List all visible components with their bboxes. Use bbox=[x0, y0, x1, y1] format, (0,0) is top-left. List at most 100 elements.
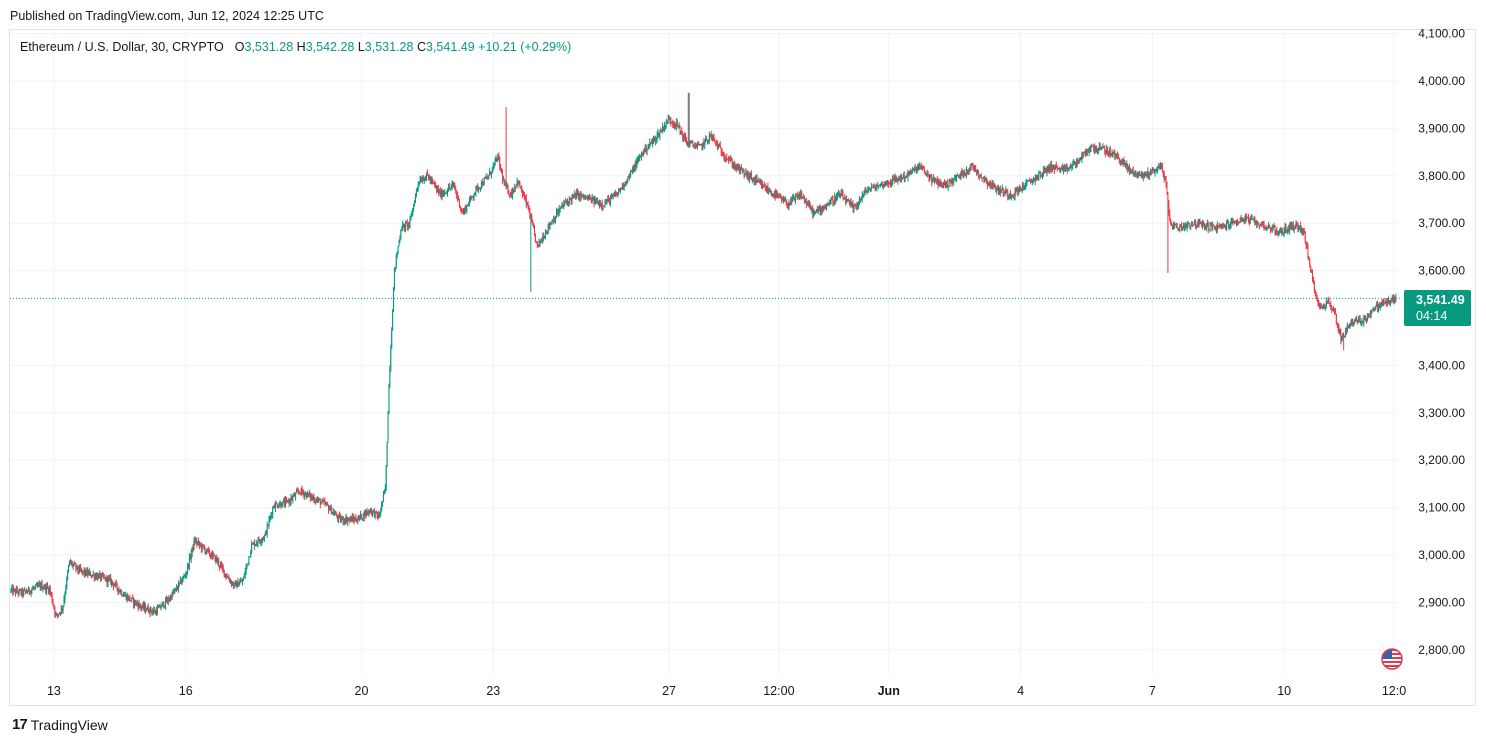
candle-body bbox=[658, 132, 660, 137]
candle-body bbox=[166, 599, 168, 603]
candle-body bbox=[338, 515, 340, 520]
candle-body bbox=[1150, 170, 1152, 172]
candle-body bbox=[1378, 303, 1380, 308]
candle-body bbox=[1083, 152, 1085, 156]
candle-body bbox=[1361, 322, 1363, 324]
candle-body bbox=[1347, 324, 1349, 327]
candle-body bbox=[167, 598, 169, 602]
candle-body bbox=[1312, 272, 1314, 278]
candle-body bbox=[901, 177, 903, 180]
candle-body bbox=[1103, 146, 1105, 148]
candle-body bbox=[1366, 319, 1368, 321]
candle-body bbox=[1011, 195, 1013, 197]
candle-body bbox=[992, 183, 994, 187]
candle-body bbox=[1219, 226, 1221, 228]
candle-body bbox=[1352, 319, 1354, 325]
candle-body bbox=[1388, 300, 1390, 303]
candle-body bbox=[165, 599, 167, 607]
candle-body bbox=[1252, 218, 1254, 220]
candle-body bbox=[620, 188, 622, 192]
candles bbox=[10, 92, 1397, 619]
candle-body bbox=[375, 511, 377, 513]
candle-body bbox=[132, 597, 134, 599]
candle-body bbox=[805, 201, 807, 205]
candle-body bbox=[548, 224, 550, 227]
candle-body bbox=[720, 148, 722, 153]
candle-body bbox=[29, 592, 31, 594]
candle-body bbox=[130, 600, 132, 602]
candle-body bbox=[933, 177, 935, 179]
candle-body bbox=[360, 513, 362, 518]
candle-body bbox=[87, 570, 89, 575]
candle-body bbox=[826, 204, 828, 206]
time-tick-label: 20 bbox=[355, 684, 369, 698]
candle-body bbox=[1191, 222, 1193, 226]
candle-body bbox=[1134, 170, 1136, 173]
candle-body bbox=[657, 132, 659, 136]
candle-body bbox=[1372, 309, 1374, 311]
candle-body bbox=[111, 580, 113, 584]
tradingview-logo[interactable]: 17 TradingView bbox=[12, 716, 108, 733]
candle-body bbox=[34, 587, 36, 589]
candle-body bbox=[180, 579, 182, 584]
candle-body bbox=[999, 189, 1001, 193]
candle-body bbox=[1031, 181, 1033, 183]
candle-body bbox=[315, 500, 317, 502]
candle-body bbox=[767, 186, 769, 192]
candle-body bbox=[349, 518, 351, 520]
price-tick-label: 3,200.00 bbox=[1418, 453, 1465, 467]
candle-body bbox=[518, 182, 520, 185]
candle-body bbox=[843, 198, 845, 200]
candle-body bbox=[962, 172, 964, 175]
candle-body bbox=[497, 155, 499, 161]
candle-body bbox=[176, 587, 178, 590]
candle-body bbox=[299, 492, 301, 494]
candle-body bbox=[523, 194, 525, 196]
candle-body bbox=[1074, 161, 1076, 165]
candle-body bbox=[1117, 155, 1119, 157]
candle-body bbox=[333, 511, 335, 515]
candle-body bbox=[634, 163, 636, 169]
candle-body bbox=[1272, 225, 1274, 227]
candle-body bbox=[439, 190, 441, 197]
candle-body bbox=[1383, 300, 1385, 302]
candle-body bbox=[892, 178, 894, 180]
candle-body bbox=[1136, 173, 1138, 177]
candle-body bbox=[991, 183, 993, 187]
candle-body bbox=[1318, 304, 1320, 306]
candle-body bbox=[116, 583, 118, 589]
candle-body bbox=[1389, 300, 1391, 305]
candle-body bbox=[853, 205, 855, 211]
candle-body bbox=[528, 208, 530, 212]
candle-body bbox=[22, 589, 24, 595]
candle-body bbox=[895, 177, 897, 181]
candle-body bbox=[475, 187, 477, 193]
candle-body bbox=[73, 563, 75, 565]
candle-body bbox=[812, 208, 814, 215]
candle-body bbox=[10, 589, 12, 591]
candle-body bbox=[1153, 169, 1155, 174]
candle-body bbox=[283, 500, 285, 502]
candle-body bbox=[1200, 222, 1202, 224]
chart-grid bbox=[10, 30, 1398, 675]
candle-body bbox=[1278, 230, 1280, 235]
candle-body bbox=[656, 135, 658, 140]
candle-body bbox=[1210, 223, 1212, 225]
candle-body bbox=[1085, 152, 1087, 156]
candle-body bbox=[1024, 186, 1026, 189]
candle-body bbox=[67, 571, 69, 578]
candle-body bbox=[350, 517, 352, 520]
candle-body bbox=[552, 221, 554, 223]
candle-body bbox=[1217, 225, 1219, 227]
candle-body bbox=[203, 546, 205, 549]
candle-body bbox=[844, 198, 846, 200]
candle-body bbox=[652, 141, 654, 144]
candle-body bbox=[25, 591, 27, 593]
candle-body bbox=[506, 186, 508, 188]
candle-body bbox=[401, 229, 403, 232]
candle-body bbox=[1119, 160, 1121, 164]
us-flag-icon[interactable] bbox=[1381, 648, 1403, 670]
candle-body bbox=[322, 500, 324, 502]
candle-body bbox=[286, 500, 288, 502]
